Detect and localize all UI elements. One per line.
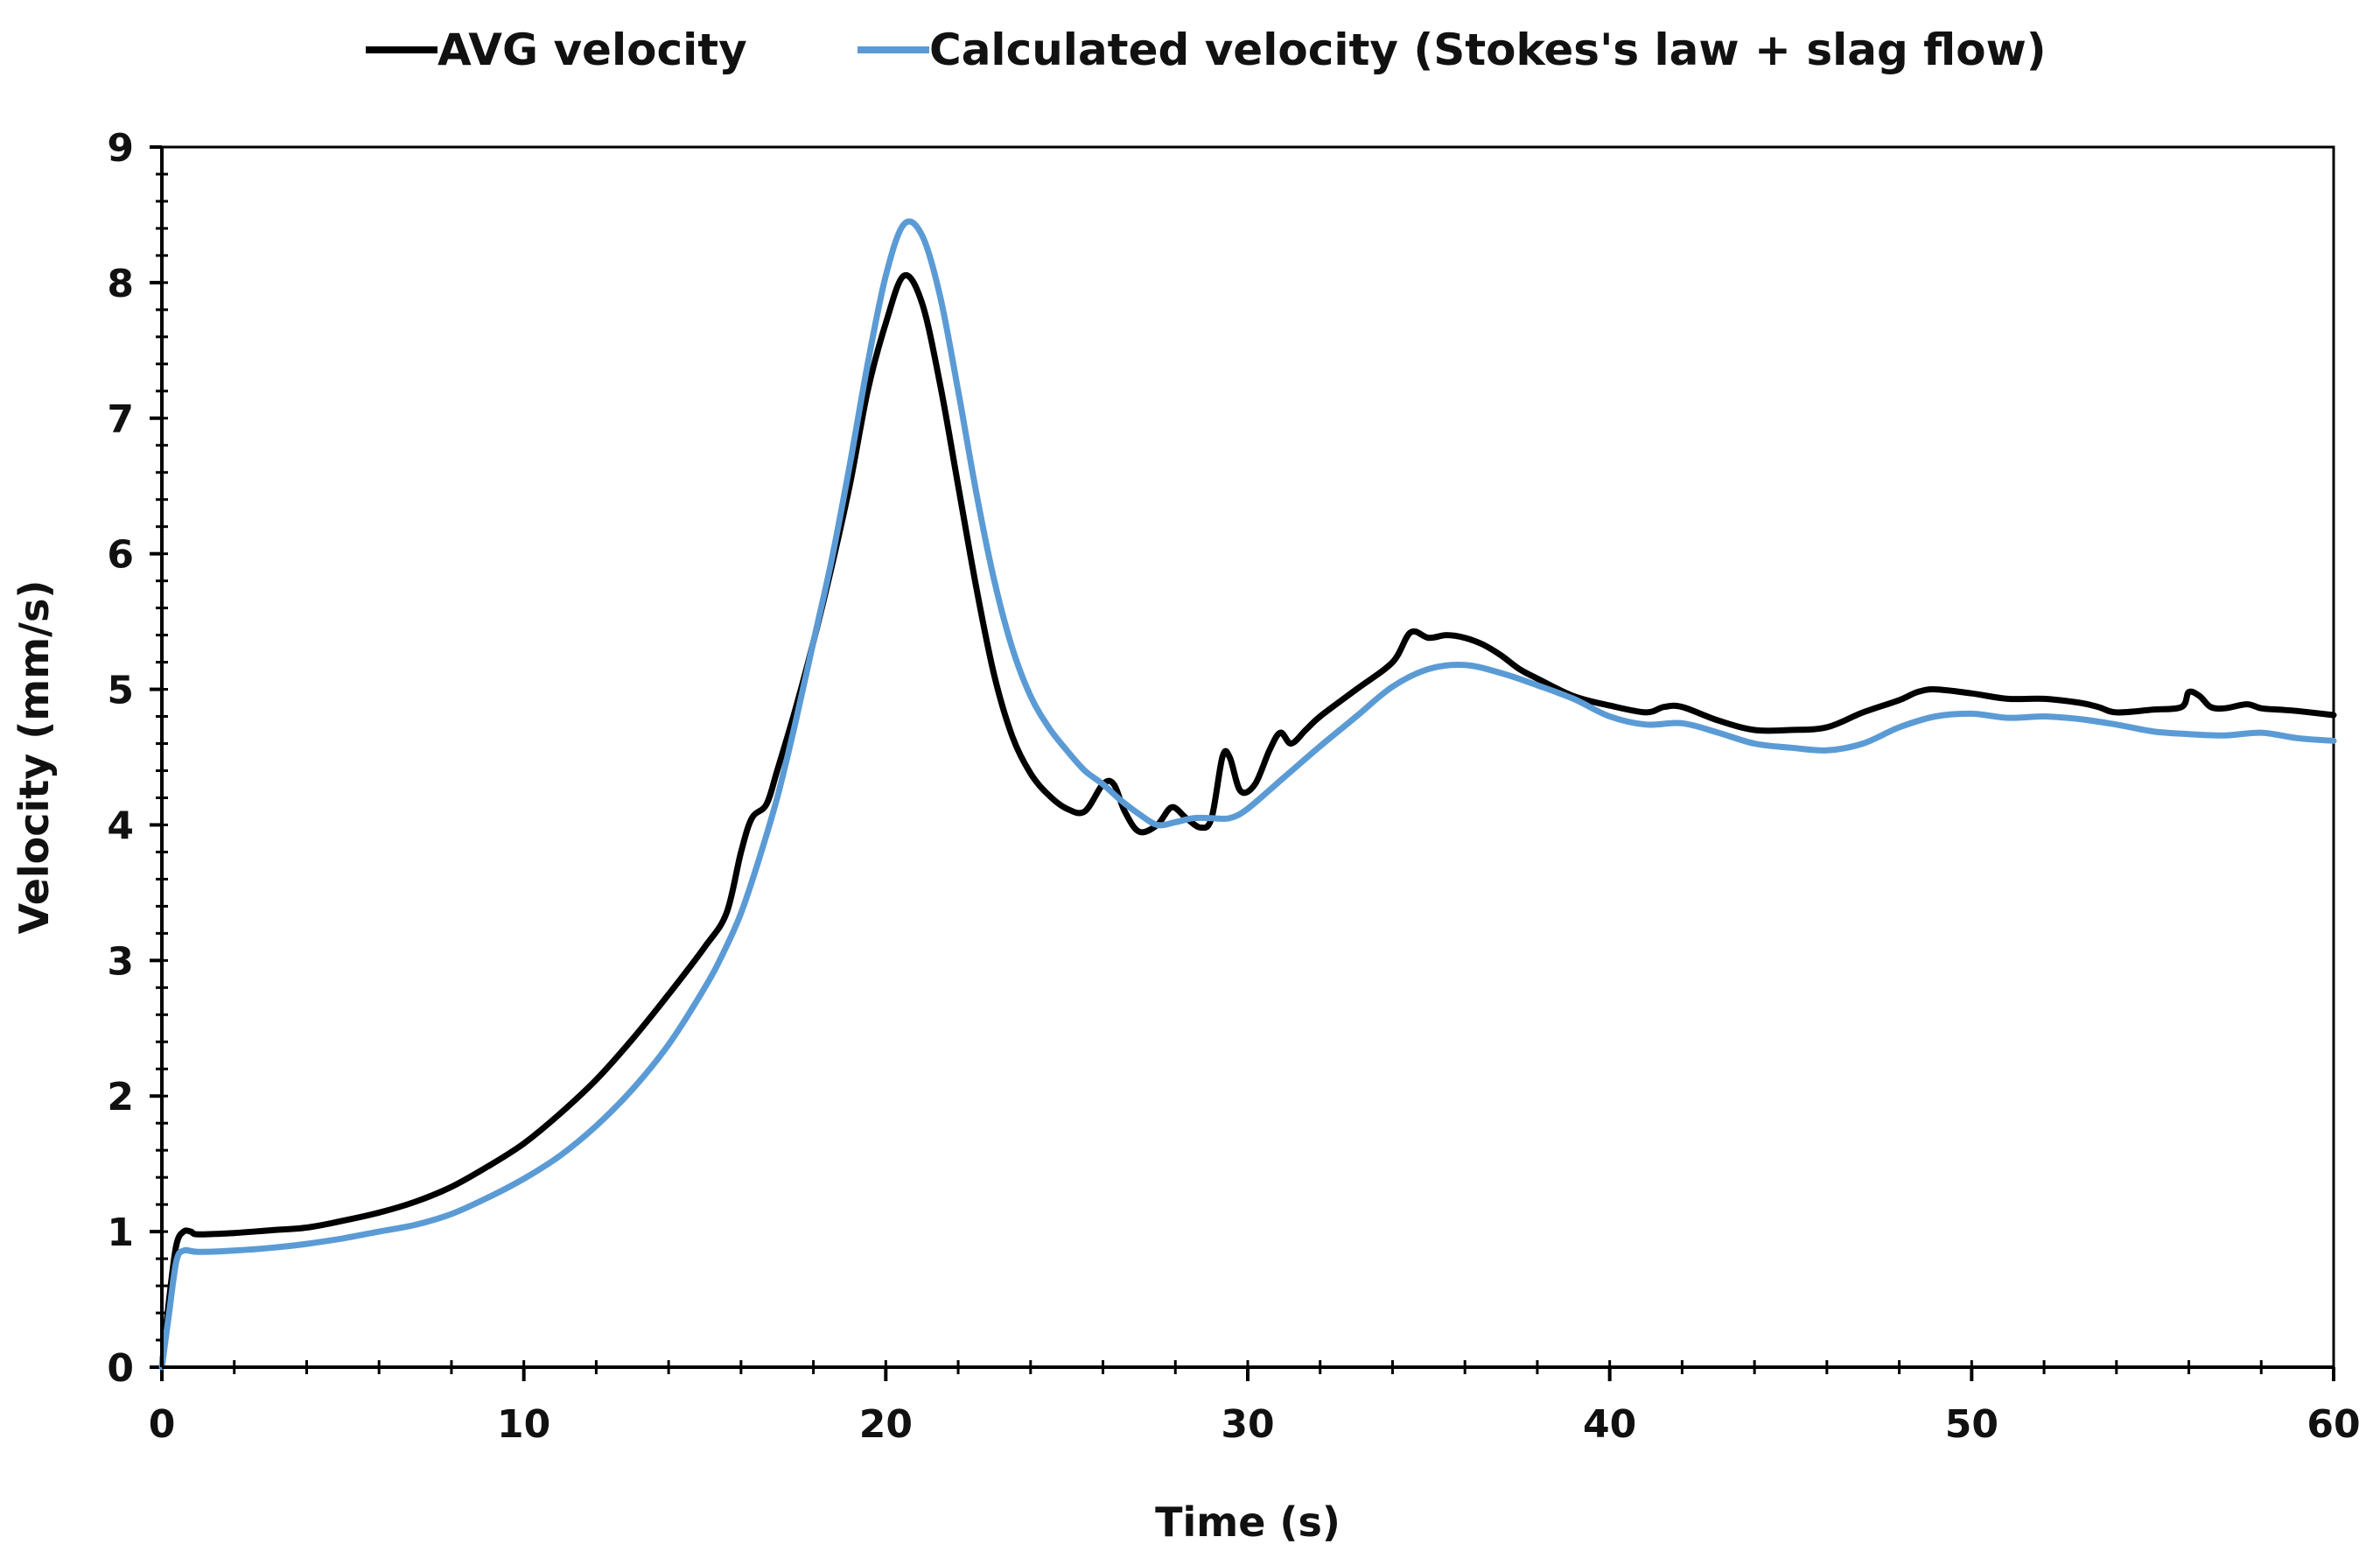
y-tick-label: 6 xyxy=(107,533,134,578)
x-tick-label: 50 xyxy=(1945,1402,1998,1447)
series-line-avg-velocity xyxy=(158,272,2337,1371)
y-tick-label: 7 xyxy=(107,397,134,442)
y-axis-ticks: 0 1 2 3 4 5 6 7 8 9 xyxy=(107,126,162,1391)
y-tick-label: 3 xyxy=(107,939,134,984)
x-axis-ticks: 0 10 20 30 40 50 60 xyxy=(149,1367,2361,1447)
series-lines xyxy=(158,218,2337,1371)
y-tick-label: 1 xyxy=(107,1211,134,1255)
y-tick-label: 4 xyxy=(107,804,134,848)
y-tick-label: 8 xyxy=(107,262,134,306)
legend-label-calculated-velocity: Calculated velocity (Stokes's law + slag… xyxy=(929,25,2047,75)
y-axis-title: Velocity (mm/s) xyxy=(10,580,58,935)
legend: AVG velocity Calculated velocity (Stokes… xyxy=(366,25,2047,75)
legend-label-avg-velocity: AVG velocity xyxy=(438,25,747,75)
series-line-calculated-velocity-stokes-s-law-slag-flow xyxy=(158,218,2337,1371)
x-axis-title: Time (s) xyxy=(1155,1498,1340,1546)
y-tick-label: 9 xyxy=(107,126,134,171)
y-tick-label: 0 xyxy=(107,1346,134,1391)
y-tick-label: 2 xyxy=(107,1075,134,1119)
y-tick-label: 5 xyxy=(107,669,134,713)
x-tick-label: 40 xyxy=(1583,1402,1636,1447)
x-tick-label: 60 xyxy=(2306,1402,2360,1447)
x-tick-label: 20 xyxy=(859,1402,913,1447)
x-tick-label: 0 xyxy=(149,1402,176,1447)
plot-area-frame xyxy=(160,145,2335,1369)
x-tick-label: 10 xyxy=(497,1402,550,1447)
x-tick-label: 30 xyxy=(1221,1402,1274,1447)
